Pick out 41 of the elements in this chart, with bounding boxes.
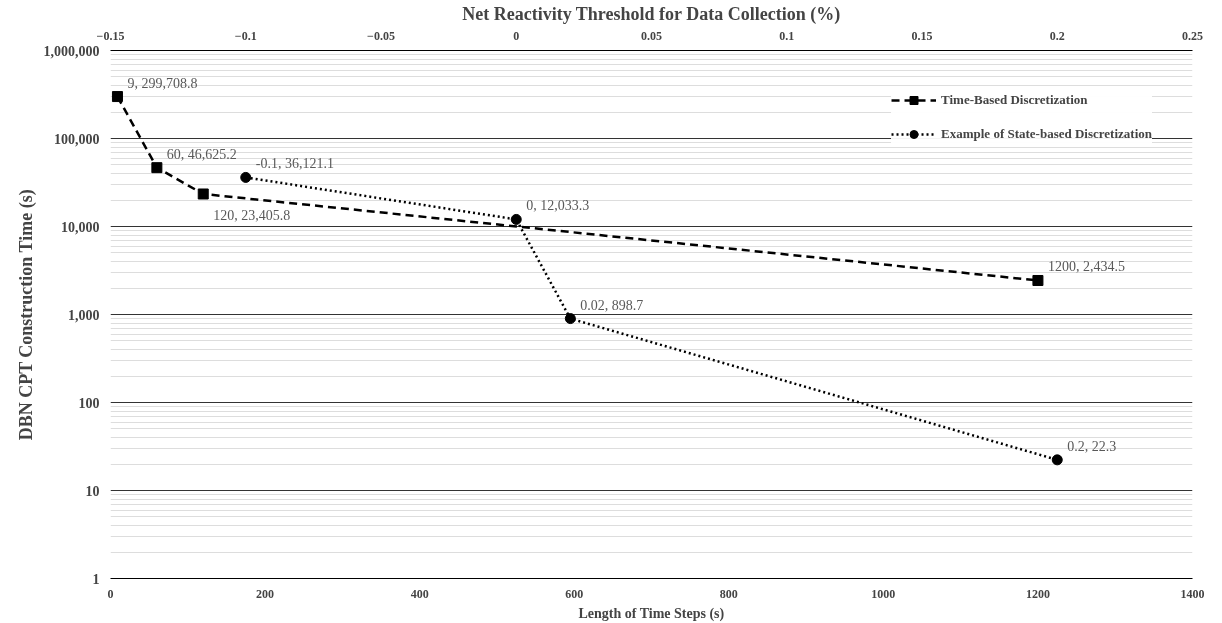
y-tick-label: 10,000 — [61, 219, 100, 235]
data-label: 0, 12,033.3 — [526, 198, 590, 214]
x-tick-label: 600 — [565, 586, 584, 601]
x2-tick-label: −0.15 — [96, 28, 125, 43]
x2-tick-label: 0.15 — [911, 28, 933, 43]
x-tick-label: 0 — [107, 586, 114, 601]
point — [197, 188, 209, 200]
x2-tick-label: 0.2 — [1049, 28, 1065, 43]
y-tick-label: 100,000 — [54, 131, 100, 147]
legend-label: Time-Based Discretization — [941, 92, 1088, 108]
data-label: 0.2, 22.3 — [1067, 438, 1117, 454]
x2-tick-label: −0.05 — [367, 28, 395, 43]
x-tick-label: 1400 — [1180, 586, 1205, 601]
data-label: -0.1, 36,121.1 — [255, 156, 334, 172]
data-label: 60, 46,625.2 — [166, 146, 237, 162]
x2-tick-label: 0.25 — [1182, 28, 1203, 43]
point — [111, 91, 123, 103]
x2-tick-label: −0.1 — [234, 28, 257, 43]
x-axis-title: Length of Time Steps (s) — [578, 605, 725, 622]
x2-axis-title: Net Reactivity Threshold for Data Collection (%) — [462, 3, 841, 25]
data-label: 120, 23,405.8 — [213, 208, 291, 223]
y-tick-label: 10 — [85, 483, 100, 499]
x-tick-label: 200 — [256, 586, 275, 601]
y-tick-label: 100 — [78, 395, 100, 411]
x2-tick-label: 0.1 — [779, 28, 795, 43]
y-axis-title: DBN CPT Construction Time (s) — [15, 189, 37, 441]
data-label: 9, 299,708.8 — [127, 75, 198, 91]
legend-label: Example of State-based Discretization — [941, 126, 1152, 142]
x-tick-label: 1200 — [1025, 586, 1050, 601]
x2-tick-label: 0.05 — [641, 28, 662, 43]
x-tick-label: 800 — [719, 586, 738, 601]
y-tick-label: 1 — [92, 571, 100, 587]
x-tick-label: 400 — [410, 586, 429, 601]
point — [1032, 275, 1044, 286]
data-label: 1200, 2,434.5 — [1047, 259, 1125, 275]
point — [151, 162, 163, 174]
x2-tick-label: 0 — [513, 28, 520, 43]
y-tick-label: 1,000 — [68, 307, 100, 323]
data-label: 0.02, 898.7 — [580, 297, 644, 313]
x-tick-label: 1000 — [871, 586, 896, 601]
y-tick-label: 1,000,000 — [43, 43, 100, 59]
